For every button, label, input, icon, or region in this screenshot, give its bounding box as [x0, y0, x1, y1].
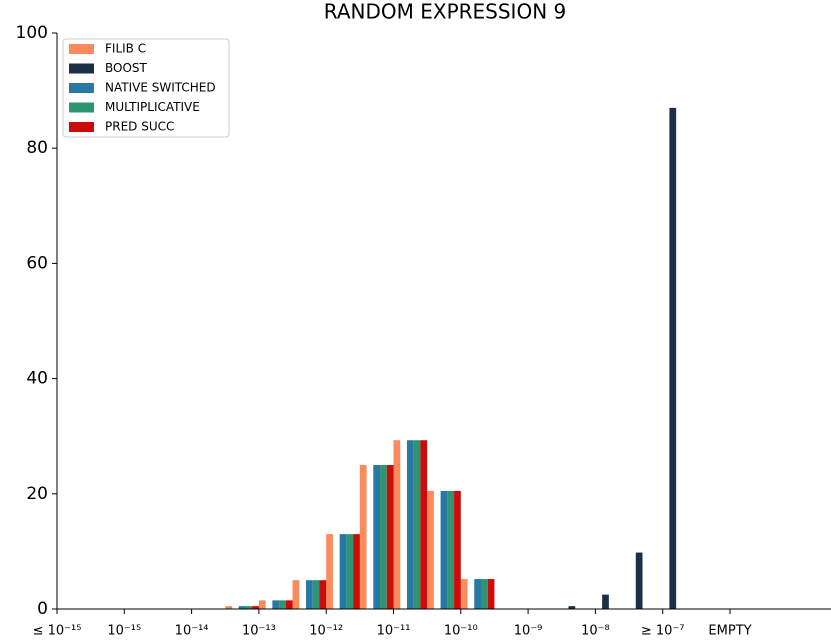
legend: FILIB C BOOST NATIVE SWITCHED MULTIPLICATIV… [62, 38, 230, 138]
bar [353, 534, 360, 609]
bar [252, 606, 259, 609]
x-tick-label: 10⁻¹² [309, 624, 343, 639]
bar [669, 107, 677, 609]
bar [447, 490, 455, 609]
legend-box [62, 38, 230, 138]
bar [238, 606, 246, 609]
bar [635, 552, 643, 609]
y-tick-label: 20 [26, 484, 48, 504]
bar [272, 600, 280, 609]
bar [258, 600, 266, 609]
bar [487, 579, 495, 609]
legend-label: NATIVE SWITCHED [105, 81, 216, 95]
bar [440, 490, 448, 609]
x-tick-label: 10⁻¹⁵ [107, 624, 141, 639]
x-tick-label: ≤ 10⁻¹⁵ [33, 624, 82, 639]
y-tick-label: 80 [26, 138, 48, 158]
bar [393, 440, 401, 609]
bar [568, 606, 576, 609]
legend-label: PRED SUCC [105, 120, 174, 134]
x-tick-label: 10⁻¹³ [242, 624, 276, 639]
bar [319, 580, 327, 609]
x-tick-label: EMPTY [708, 624, 751, 639]
y-tick-label: 0 [37, 599, 48, 619]
chart-title: RANDOM EXPRESSION 9 [324, 0, 567, 24]
legend-swatch [69, 44, 94, 54]
bar [474, 579, 481, 609]
legend-swatch [69, 122, 94, 132]
bar [312, 580, 320, 609]
bar [279, 600, 286, 609]
x-tick-label: 10⁻¹⁴ [175, 624, 209, 639]
bar [326, 534, 333, 609]
bar [292, 580, 300, 609]
y-tick-label: 40 [26, 369, 48, 389]
bar [339, 534, 347, 609]
bar [427, 490, 434, 609]
legend-label: FILIB C [105, 42, 146, 56]
legend-swatch [69, 83, 94, 93]
bar [225, 606, 232, 609]
bar [359, 465, 367, 609]
x-tick-label: 10⁻⁸ [581, 624, 610, 639]
bar [373, 465, 381, 609]
x-tick-label: 10⁻¹¹ [377, 624, 411, 639]
y-tick-label: 60 [26, 253, 48, 273]
bar [480, 579, 488, 609]
x-tick-label: ≥ 10⁻⁷ [641, 624, 685, 639]
bar [306, 580, 313, 609]
x-tick-label: 10⁻⁹ [514, 624, 543, 639]
bar [460, 579, 468, 609]
bar [602, 594, 609, 609]
legend-label: BOOST [105, 61, 148, 75]
bar [420, 440, 428, 609]
bar [245, 606, 253, 609]
bar [346, 534, 354, 609]
bar [454, 490, 461, 609]
bar [285, 600, 293, 609]
x-tick-label: 10⁻¹⁰ [444, 624, 478, 639]
legend-swatch [69, 102, 94, 113]
legend-label: MULTIPLICATIVE [105, 100, 200, 114]
bar [380, 465, 387, 609]
y-tick-label: 100 [16, 23, 48, 43]
bar [413, 440, 421, 609]
bar [386, 465, 394, 609]
legend-swatch [69, 63, 94, 74]
bar [406, 440, 414, 609]
